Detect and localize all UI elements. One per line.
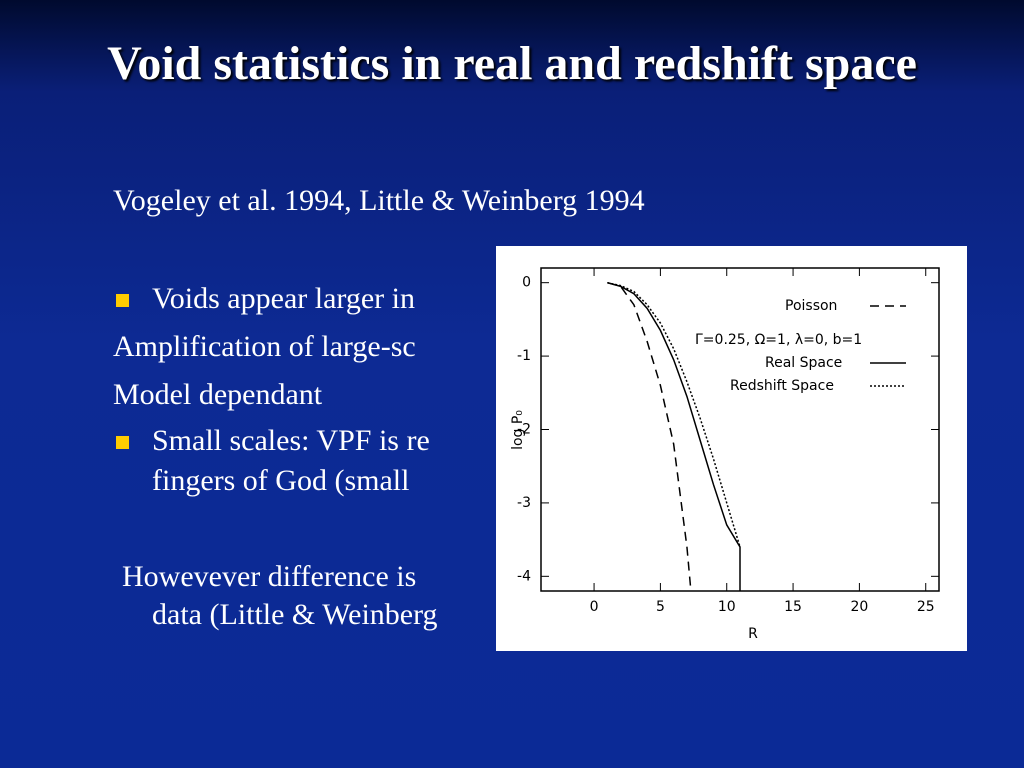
x-tick-label: 20 [850,599,868,615]
y-tick-label: -2 [517,422,531,438]
body-text: fingers of God (small [152,464,410,497]
x-tick-label: 5 [656,599,665,615]
y-tick-label: 0 [522,275,531,291]
legend-label: Redshift Space [730,378,834,394]
series-line [607,281,741,548]
y-tick-label: -3 [517,495,531,511]
series-line [607,281,741,591]
y-tick-label: -1 [517,348,531,364]
series-line [607,281,692,592]
annotation: Γ=0.25, Ω=1, λ=0, b=1 [695,332,862,348]
x-tick-label: 25 [917,599,935,615]
y-tick-label: -4 [517,568,531,584]
body-text: Model dependant [113,378,323,411]
body-text: Amplification of large-sc [113,330,416,363]
legend-label: Real Space [765,355,842,371]
bullet-text: Voids appear larger in [116,282,415,315]
chart: R log P₀ Γ=0.25, Ω=1, λ=0, b=1 0 5 10 15 20 2… [496,246,967,651]
x-tick-label: 15 [784,599,802,615]
slide-title: Void statistics in real and redshift spa… [107,37,917,90]
bullet-text: Small scales: VPF is re [116,424,430,457]
subtitle: Vogeley et al. 1994, Little & Weinberg 1… [113,184,645,217]
body-text: Howevever difference is [122,560,417,593]
x-tick-label: 10 [718,599,736,615]
plot-frame [540,267,940,592]
legend-label: Poisson [785,298,837,314]
body-text: data (Little & Weinberg [152,598,438,631]
x-axis-label: R [748,626,758,642]
y-axis-label: log P₀ [510,410,526,450]
x-tick-label: 0 [590,599,599,615]
